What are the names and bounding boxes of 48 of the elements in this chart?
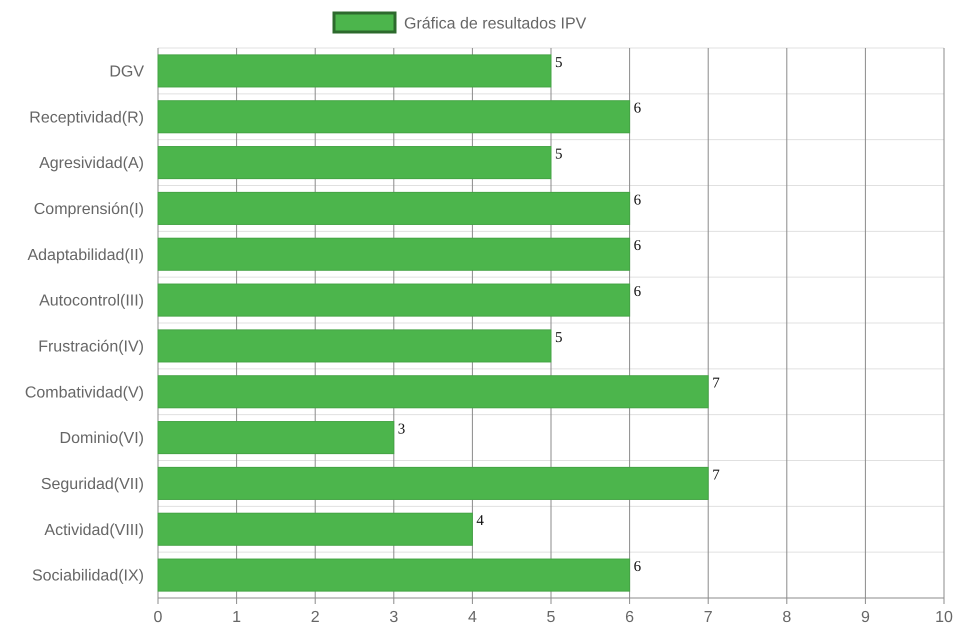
data-label: 4 bbox=[476, 513, 484, 530]
data-label: 3 bbox=[398, 422, 406, 438]
bar bbox=[158, 329, 552, 362]
data-label: 5 bbox=[555, 330, 562, 346]
x-tick-label: 4 bbox=[468, 609, 477, 626]
y-tick-label: Comprensión(I) bbox=[34, 201, 144, 218]
bar bbox=[158, 146, 552, 180]
legend-label: Gráfica de resultados IPV bbox=[404, 16, 587, 33]
y-tick-label: Combatividad(V) bbox=[24, 384, 144, 402]
bar bbox=[158, 558, 630, 592]
y-tick-label: DGV bbox=[109, 64, 144, 81]
data-label: 5 bbox=[555, 54, 562, 71]
bar bbox=[158, 421, 394, 454]
x-tick-label: 5 bbox=[546, 609, 556, 626]
bar bbox=[158, 466, 709, 500]
y-tick-label: Frustración(IV) bbox=[38, 338, 144, 356]
y-tick-label: Sociabilidad(IX) bbox=[32, 568, 144, 585]
x-tick-label: 8 bbox=[782, 609, 792, 626]
bar bbox=[158, 375, 709, 408]
bar bbox=[158, 100, 630, 134]
y-tick-label: Actividad(VIII) bbox=[44, 522, 144, 539]
data-label: 6 bbox=[634, 284, 642, 300]
data-label: 6 bbox=[634, 559, 642, 576]
bar bbox=[158, 512, 473, 546]
bar bbox=[158, 238, 630, 271]
x-tick-label: 0 bbox=[154, 609, 163, 626]
y-tick-label: Autocontrol(III) bbox=[39, 292, 144, 310]
data-label: 7 bbox=[712, 376, 720, 392]
bar bbox=[158, 192, 630, 225]
x-tick-label: 2 bbox=[310, 609, 320, 626]
x-tick-label: 3 bbox=[389, 609, 398, 626]
x-tick-label: 10 bbox=[935, 609, 953, 626]
x-tick-label: 9 bbox=[860, 609, 870, 626]
y-tick-label: Dominio(VI) bbox=[60, 430, 144, 448]
y-tick-label: Seguridad(VII) bbox=[40, 476, 144, 494]
bar bbox=[158, 284, 630, 317]
y-tick-label: Receptividad(R) bbox=[29, 109, 144, 126]
x-tick-label: 7 bbox=[704, 609, 713, 626]
data-label: 6 bbox=[634, 192, 642, 208]
data-label: 6 bbox=[634, 100, 642, 117]
data-label: 7 bbox=[712, 467, 720, 484]
y-tick-label: Agresividad(A) bbox=[39, 155, 144, 172]
y-tick-label: Adaptabilidad(II) bbox=[27, 246, 144, 264]
data-label: 5 bbox=[555, 146, 562, 163]
x-tick-label: 1 bbox=[232, 609, 242, 626]
bar bbox=[158, 54, 552, 88]
x-tick-label: 6 bbox=[625, 609, 634, 626]
data-label: 6 bbox=[634, 238, 642, 254]
